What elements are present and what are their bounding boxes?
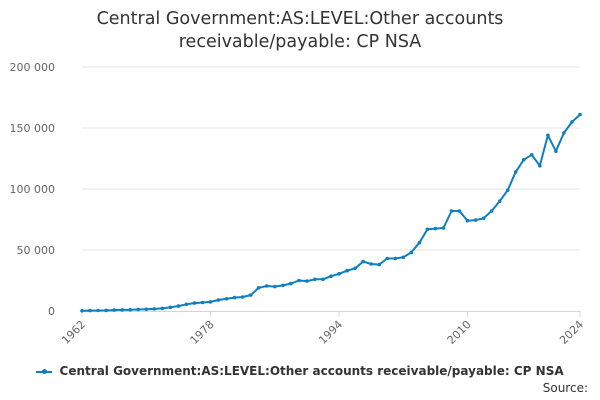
- data-point: [264, 284, 269, 288]
- data-point: [305, 279, 309, 283]
- data-point: [128, 308, 132, 312]
- x-tick-label: 2010: [445, 318, 474, 347]
- data-point: [321, 277, 325, 282]
- data-point: [192, 301, 197, 305]
- data-point: [168, 305, 173, 310]
- data-point: [417, 240, 422, 245]
- data-point: [530, 153, 534, 157]
- legend-series-marker: [36, 367, 53, 377]
- data-point: [513, 170, 518, 174]
- data-point: [369, 262, 374, 266]
- data-point: [337, 272, 341, 276]
- legend[interactable]: Central Government:AS:LEVEL:Other accoun…: [0, 364, 600, 378]
- data-point: [232, 295, 237, 300]
- x-tick-label: 1994: [316, 318, 345, 347]
- data-point: [409, 250, 414, 255]
- data-point: [570, 120, 574, 124]
- data-point: [144, 307, 149, 312]
- data-point: [200, 300, 205, 305]
- data-point: [353, 266, 357, 271]
- data-point: [289, 281, 293, 286]
- data-point: [240, 295, 245, 299]
- y-tick-label: 50 000: [17, 244, 56, 257]
- data-point: [160, 306, 165, 311]
- data-point: [481, 216, 486, 221]
- y-tick-label: 150 000: [10, 122, 56, 135]
- data-point: [401, 255, 406, 260]
- data-point: [578, 112, 582, 117]
- data-point: [273, 284, 277, 289]
- data-point: [80, 309, 84, 313]
- data-point: [184, 302, 189, 307]
- data-point: [554, 149, 558, 153]
- data-point: [120, 308, 124, 312]
- data-point: [489, 209, 494, 213]
- data-point: [224, 297, 229, 301]
- chart-title: Central Government:AS:LEVEL:Other accoun…: [0, 8, 600, 54]
- y-tick-label: 100 000: [10, 183, 56, 196]
- source-label: Source:: [542, 381, 588, 395]
- gridlines: [82, 66, 580, 251]
- data-point: [96, 308, 100, 313]
- data-point: [457, 209, 462, 213]
- series-line: [81, 113, 581, 312]
- chart-title-line-2: receivable/payable: CP NSA: [178, 32, 422, 52]
- x-tick-label: 2024: [557, 318, 586, 347]
- data-point: [248, 293, 253, 297]
- chart-title-line-1: Central Government:AS:LEVEL:Other accoun…: [96, 9, 504, 29]
- data-point: [281, 283, 285, 288]
- data-point: [313, 277, 317, 282]
- data-point: [112, 308, 116, 312]
- data-point: [562, 131, 566, 135]
- axes: 0 50 000 100 000 150 000 200 000 1962 1978 1994…: [10, 61, 587, 347]
- data-point: [449, 209, 454, 213]
- legend-series-label: Central Government:AS:LEVEL:Other accoun…: [59, 364, 564, 378]
- data-point: [497, 199, 502, 203]
- data-point: [377, 262, 382, 267]
- data-point: [385, 256, 390, 261]
- data-point: [104, 308, 108, 313]
- data-point: [441, 226, 446, 230]
- data-point: [208, 300, 213, 304]
- data-point: [538, 164, 542, 168]
- data-point: [256, 286, 261, 290]
- data-point: [152, 307, 157, 311]
- data-point: [522, 157, 526, 162]
- x-tick-label: 1978: [188, 318, 217, 347]
- data-point: [136, 307, 140, 312]
- data-point: [88, 308, 92, 313]
- data-point: [465, 218, 470, 223]
- y-tick-label: 200 000: [10, 61, 56, 74]
- data-point: [433, 226, 438, 231]
- data-point: [473, 218, 478, 222]
- data-point: [297, 278, 301, 283]
- data-point: [345, 268, 349, 273]
- data-point: [361, 259, 365, 264]
- data-point: [329, 274, 333, 279]
- x-tick-label: 1962: [59, 318, 88, 347]
- series-group: [80, 112, 582, 313]
- data-point: [425, 227, 430, 232]
- y-tick-label: 0: [48, 305, 55, 318]
- data-point: [546, 133, 550, 138]
- data-point: [393, 256, 398, 261]
- data-point: [216, 298, 221, 302]
- data-point: [176, 304, 181, 308]
- data-point: [505, 188, 510, 192]
